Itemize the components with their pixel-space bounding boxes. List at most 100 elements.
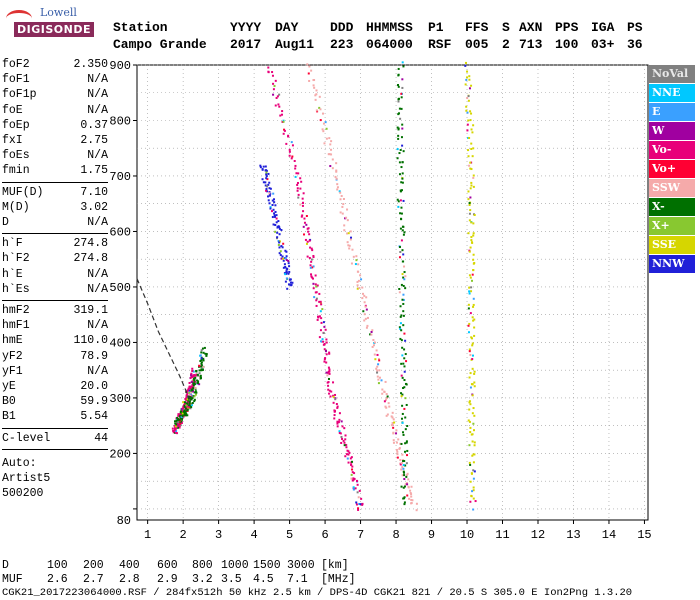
y-axis-base-label: 80 [117,514,131,528]
distance-value: 1500 [253,559,281,572]
echo-point [401,354,404,357]
echo-point [352,488,355,491]
echo-point [401,78,404,81]
echo-point [198,365,201,368]
echo-point [275,221,278,224]
param-row: yF1 N/A [2,365,108,379]
header-value: 2 [502,37,510,52]
echo-point [373,353,376,356]
echo-point [315,299,318,302]
echo-point [318,336,321,339]
echo-point [401,462,404,465]
echo-point [189,391,192,394]
echo-point [467,303,470,306]
echo-point [392,432,395,435]
echo-point [325,341,328,344]
y-tick-label: 900 [109,59,131,73]
echo-point [186,409,189,412]
echo-point [286,287,289,290]
echo-point [347,450,350,453]
legend-item: W [649,122,695,140]
echo-point [329,395,332,398]
param-name: h`F [2,237,23,251]
echo-point [331,167,334,170]
param-value: 2.75 [80,134,108,147]
echo-point [183,403,186,406]
echo-point [404,275,407,278]
echo-point [467,331,470,334]
echo-point [355,479,358,482]
echo-point [268,194,271,197]
echo-point [401,466,404,469]
echo-point [285,255,288,258]
legend-item: NNW [649,255,695,273]
echo-point [330,153,333,156]
echo-point [399,189,402,192]
echo-point [406,424,409,427]
echo-point [472,253,475,256]
echo-point [472,222,475,225]
param-row: M(D) 3.02 [2,201,108,215]
echo-point [471,344,474,347]
echo-point [466,129,469,132]
echo-point [319,329,322,332]
echo-point [469,276,472,279]
echo-point [471,316,474,319]
echo-point [470,184,473,187]
echo-point [332,394,335,397]
echo-point [319,310,322,313]
echo-point [318,300,321,303]
echo-point [473,334,476,337]
echo-point [264,169,267,172]
param-name: foF2 [2,58,30,71]
echo-point [473,381,476,384]
echo-point [267,70,270,73]
echo-point [274,104,277,107]
echo-point [310,273,313,276]
echo-point [200,364,203,367]
echo-point [335,177,338,180]
legend-item: Vo- [649,141,695,159]
echo-point [323,348,326,351]
echo-point [180,422,183,425]
echo-point [472,508,475,511]
echo-point [398,326,401,329]
echo-point [277,243,280,246]
echo-point [473,441,476,444]
header-label: S [502,20,510,35]
param-name: B0 [2,395,16,409]
echo-point [393,421,396,424]
echo-point [353,477,356,480]
echo-point [272,88,275,91]
echo-point [325,127,328,130]
echo-point [272,82,275,85]
echo-point [277,220,280,223]
echo-point [272,93,275,96]
echo-point [385,398,388,401]
echo-point [192,384,195,387]
param-value: N/A [87,149,108,163]
echo-point [189,377,192,380]
echo-point [468,164,471,167]
echo-point [340,420,343,423]
echo-point [290,157,293,160]
echo-point [356,280,359,283]
param-value: 20.0 [80,380,108,393]
echo-point [370,333,373,336]
echo-point [467,99,470,102]
echo-point [400,442,403,445]
echo-point [193,398,196,401]
echo-point [312,287,315,290]
echo-point [278,93,281,96]
echo-point [362,292,365,295]
echo-point [472,303,475,306]
echo-point [198,369,201,372]
echo-point [319,302,322,305]
echo-point [200,357,203,360]
echo-point [468,444,471,447]
echo-point [308,256,311,259]
echo-point [471,155,474,158]
param-value: N/A [87,282,108,296]
echo-point [312,282,315,285]
echo-point [269,207,272,210]
